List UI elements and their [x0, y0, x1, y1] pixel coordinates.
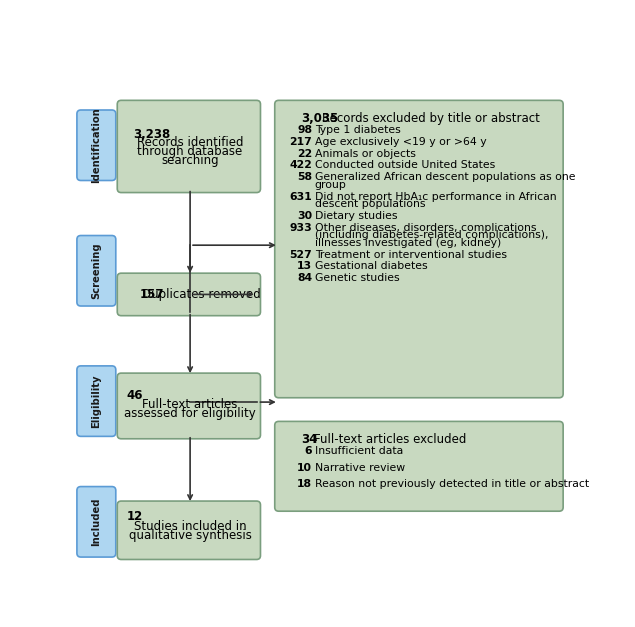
Text: Included: Included	[91, 498, 101, 546]
FancyBboxPatch shape	[77, 236, 116, 306]
Text: 58: 58	[297, 172, 312, 182]
FancyBboxPatch shape	[77, 366, 116, 436]
Text: through database: through database	[138, 145, 243, 158]
Text: 22: 22	[297, 149, 312, 159]
Text: Generalized African descent populations as one: Generalized African descent populations …	[314, 172, 575, 182]
Text: Narrative review: Narrative review	[314, 463, 404, 473]
FancyBboxPatch shape	[117, 501, 260, 559]
Text: illnesses investigated (eg, kidney): illnesses investigated (eg, kidney)	[314, 238, 501, 248]
FancyBboxPatch shape	[117, 100, 260, 192]
Text: 18: 18	[297, 479, 312, 489]
FancyBboxPatch shape	[117, 373, 260, 439]
Text: group: group	[314, 180, 347, 190]
Text: 631: 631	[290, 192, 312, 202]
FancyBboxPatch shape	[77, 487, 116, 557]
Text: Treatment or interventional studies: Treatment or interventional studies	[314, 250, 507, 260]
Text: 34: 34	[301, 433, 318, 446]
Text: Did not report HbA₁ᴄ performance in African: Did not report HbA₁ᴄ performance in Afri…	[314, 192, 556, 202]
Text: 422: 422	[290, 161, 312, 171]
Text: 13: 13	[297, 261, 312, 271]
Text: Screening: Screening	[91, 243, 101, 299]
Text: Reason not previously detected in title or abstract: Reason not previously detected in title …	[314, 479, 589, 489]
Text: Dietary studies: Dietary studies	[314, 211, 397, 221]
Text: Animals or objects: Animals or objects	[314, 149, 415, 159]
Text: 933: 933	[290, 223, 312, 233]
Text: qualitative synthesis: qualitative synthesis	[129, 529, 251, 542]
Text: Full-text articles: Full-text articles	[142, 398, 237, 411]
Text: 98: 98	[297, 125, 312, 135]
Text: descent populations: descent populations	[314, 199, 425, 209]
Text: Studies included in: Studies included in	[134, 520, 246, 533]
Text: 10: 10	[297, 463, 312, 473]
Text: Type 1 diabetes: Type 1 diabetes	[314, 125, 400, 135]
Text: 3,238: 3,238	[133, 128, 171, 140]
Text: Insufficient data: Insufficient data	[314, 446, 403, 456]
Text: Gestational diabetes: Gestational diabetes	[314, 261, 427, 271]
Text: Age exclusively <19 y or >64 y: Age exclusively <19 y or >64 y	[314, 137, 486, 147]
Text: searching: searching	[161, 154, 219, 167]
Text: Identification: Identification	[91, 107, 101, 183]
Text: assessed for eligibility: assessed for eligibility	[124, 407, 256, 419]
Text: Full-text articles excluded: Full-text articles excluded	[314, 433, 466, 446]
Text: 46: 46	[127, 389, 144, 402]
Text: 527: 527	[290, 250, 312, 260]
Text: (including diabetes-related complications),: (including diabetes-related complication…	[314, 230, 548, 240]
Text: 3,035: 3,035	[301, 112, 338, 125]
Text: 217: 217	[290, 137, 312, 147]
Text: 6: 6	[305, 446, 312, 456]
FancyBboxPatch shape	[117, 273, 260, 315]
FancyBboxPatch shape	[275, 421, 563, 511]
Text: Records identified: Records identified	[137, 136, 243, 149]
Text: 30: 30	[297, 211, 312, 221]
Text: Duplicates removed: Duplicates removed	[142, 288, 261, 301]
Text: 157: 157	[140, 288, 164, 301]
Text: Eligibility: Eligibility	[91, 374, 101, 428]
FancyBboxPatch shape	[275, 100, 563, 398]
Text: 12: 12	[127, 510, 143, 524]
Text: Records excluded by title or abstract: Records excluded by title or abstract	[322, 112, 540, 125]
Text: Conducted outside United States: Conducted outside United States	[314, 161, 495, 171]
Text: 84: 84	[297, 273, 312, 283]
Text: Other diseases, disorders, complications: Other diseases, disorders, complications	[314, 223, 536, 233]
FancyBboxPatch shape	[77, 110, 116, 181]
Text: Genetic studies: Genetic studies	[314, 273, 399, 283]
